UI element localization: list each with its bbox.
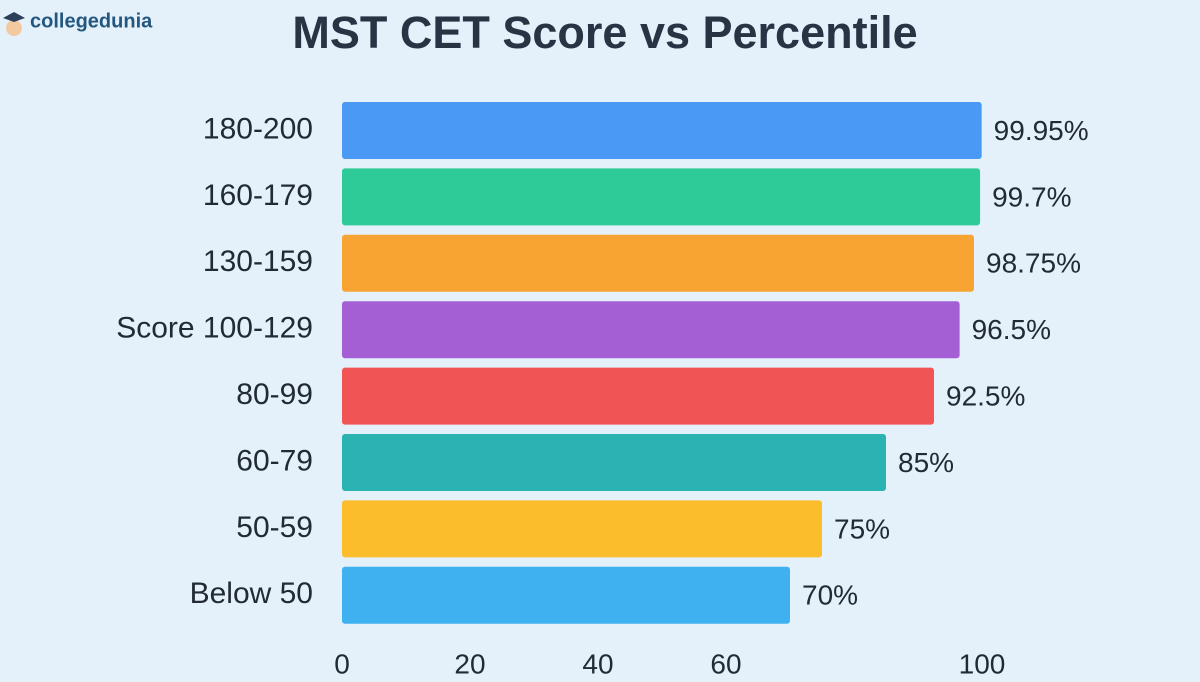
value-label: 85% xyxy=(898,447,954,478)
logo-icon xyxy=(6,20,22,36)
value-label: 98.75% xyxy=(986,248,1081,279)
bar xyxy=(342,434,886,491)
y-tick-label: 80-99 xyxy=(236,378,313,411)
x-tick-label: 100 xyxy=(959,648,1006,679)
logo: collegedunia xyxy=(3,10,153,36)
value-label: 99.7% xyxy=(992,181,1071,212)
bar xyxy=(342,500,822,558)
y-tick-label: 130-159 xyxy=(203,245,313,278)
x-tick-label: 40 xyxy=(582,648,613,679)
y-tick-label: Score 100-129 xyxy=(116,312,313,345)
y-tick-label: 60-79 xyxy=(236,444,313,477)
chart-title: MST CET Score vs Percentile xyxy=(292,7,917,58)
bar xyxy=(342,566,790,624)
x-tick-label: 20 xyxy=(454,648,485,679)
brand: collegedunia xyxy=(30,10,153,32)
bar xyxy=(342,234,974,292)
value-label: 70% xyxy=(802,580,858,611)
x-tick-label: 60 xyxy=(710,648,741,679)
y-tick-label: 50-59 xyxy=(236,511,313,544)
value-label: 99.95% xyxy=(994,115,1089,146)
logo-cap xyxy=(3,12,25,22)
bar xyxy=(342,367,934,425)
bar xyxy=(342,301,960,359)
value-label: 96.5% xyxy=(972,314,1051,345)
x-tick-label: 0 xyxy=(334,648,350,679)
value-label: 75% xyxy=(834,513,890,544)
y-tick-label: 160-179 xyxy=(203,179,313,212)
bar xyxy=(342,102,982,159)
value-label: 92.5% xyxy=(946,380,1025,411)
y-tick-label: 180-200 xyxy=(203,112,313,145)
y-tick-label: Below 50 xyxy=(190,577,313,610)
bar xyxy=(342,168,981,226)
